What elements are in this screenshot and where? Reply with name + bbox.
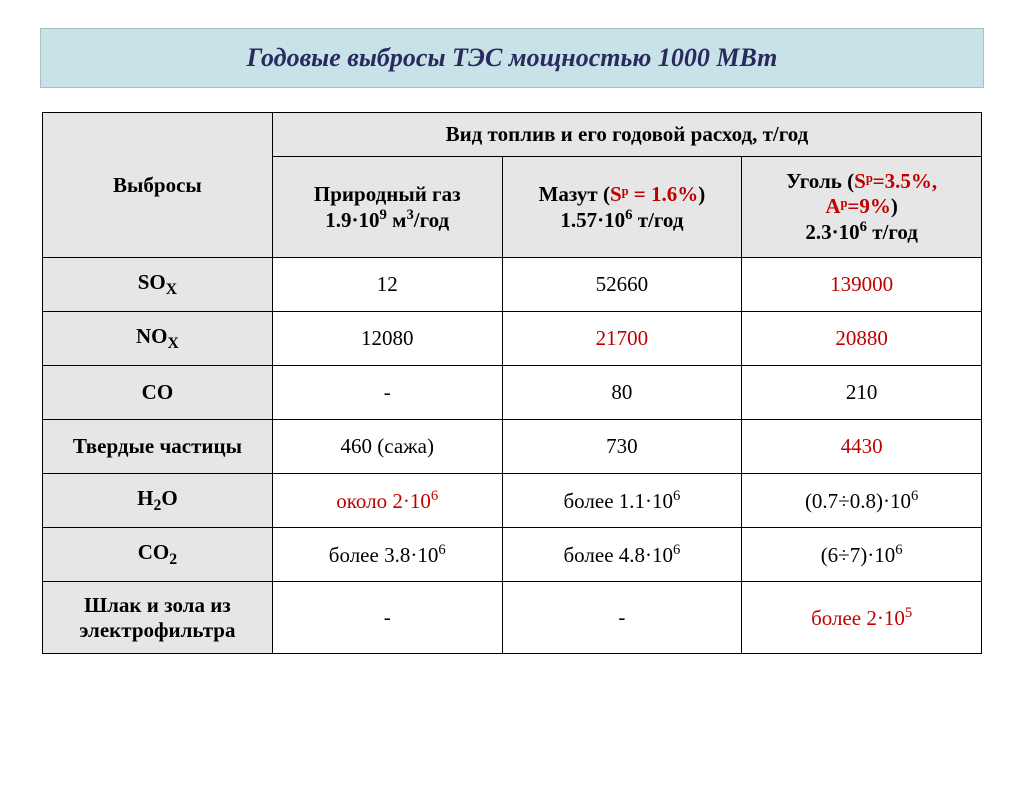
table-cell: более 4.8·106 xyxy=(502,528,742,582)
title-bar: Годовые выбросы ТЭС мощностью 1000 МВт xyxy=(40,28,984,88)
table-cell: около 2·106 xyxy=(272,474,502,528)
table-row: Твердые частицы460 (сажа)7304430 xyxy=(43,420,982,474)
col-header-gas: Природный газ1.9·109 м3/год xyxy=(272,157,502,258)
row-label: CO2 xyxy=(43,528,273,582)
table-cell: 460 (сажа) xyxy=(272,420,502,474)
col-header-coal: Уголь (Sᵖ=3.5%, Aᵖ=9%)2.3·106 т/год xyxy=(742,157,982,258)
table-cell: 80 xyxy=(502,366,742,420)
table-body: SOX1252660139000NOX120802170020880CO-802… xyxy=(43,258,982,654)
super-header: Вид топлив и его годовой расход, т/год xyxy=(272,113,981,157)
emissions-table: Выбросы Вид топлив и его годовой расход,… xyxy=(42,112,982,654)
table-cell: - xyxy=(502,582,742,654)
row-label: H2O xyxy=(43,474,273,528)
col-header-mazut: Мазут (Sᵖ = 1.6%)1.57·106 т/год xyxy=(502,157,742,258)
table-cell: 210 xyxy=(742,366,982,420)
table-cell: 52660 xyxy=(502,258,742,312)
table-cell: 12 xyxy=(272,258,502,312)
table-row: Шлак и зола изэлектрофильтра--более 2·10… xyxy=(43,582,982,654)
table-cell: (0.7÷0.8)·106 xyxy=(742,474,982,528)
row-label: NOX xyxy=(43,312,273,366)
table-cell: 4430 xyxy=(742,420,982,474)
table-cell: 139000 xyxy=(742,258,982,312)
table-cell: 20880 xyxy=(742,312,982,366)
row-label: SOX xyxy=(43,258,273,312)
table-row: NOX120802170020880 xyxy=(43,312,982,366)
table-cell: 12080 xyxy=(272,312,502,366)
table-cell: более 2·105 xyxy=(742,582,982,654)
table-row: SOX1252660139000 xyxy=(43,258,982,312)
table-row: CO-80210 xyxy=(43,366,982,420)
row-label: Шлак и зола изэлектрофильтра xyxy=(43,582,273,654)
table-cell: более 3.8·106 xyxy=(272,528,502,582)
row-header-label: Выбросы xyxy=(43,113,273,258)
row-label: CO xyxy=(43,366,273,420)
table-cell: 730 xyxy=(502,420,742,474)
table-cell: - xyxy=(272,582,502,654)
table-row: H2Oоколо 2·106более 1.1·106(0.7÷0.8)·106 xyxy=(43,474,982,528)
row-label: Твердые частицы xyxy=(43,420,273,474)
table-row: CO2более 3.8·106более 4.8·106(6÷7)·106 xyxy=(43,528,982,582)
table-cell: - xyxy=(272,366,502,420)
header-row-1: Выбросы Вид топлив и его годовой расход,… xyxy=(43,113,982,157)
table-cell: 21700 xyxy=(502,312,742,366)
table-cell: (6÷7)·106 xyxy=(742,528,982,582)
page-title: Годовые выбросы ТЭС мощностью 1000 МВт xyxy=(49,43,975,73)
table-cell: более 1.1·106 xyxy=(502,474,742,528)
